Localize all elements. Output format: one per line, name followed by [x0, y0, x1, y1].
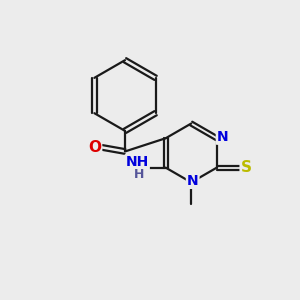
Text: N: N [217, 130, 228, 144]
Text: NH: NH [125, 155, 149, 170]
Text: N: N [187, 174, 199, 188]
Text: H: H [134, 168, 144, 181]
Text: S: S [241, 160, 252, 175]
Text: O: O [88, 140, 101, 154]
